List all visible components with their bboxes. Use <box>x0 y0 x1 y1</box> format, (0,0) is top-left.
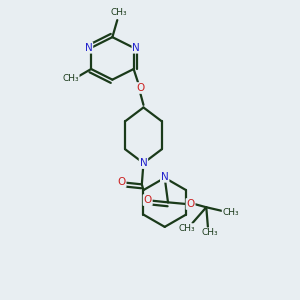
Text: N: N <box>85 43 92 53</box>
Text: O: O <box>136 83 145 93</box>
Text: N: N <box>161 172 169 182</box>
Text: CH₃: CH₃ <box>111 8 127 17</box>
Text: CH₃: CH₃ <box>201 228 218 237</box>
Text: O: O <box>117 177 126 187</box>
Text: CH₃: CH₃ <box>223 208 239 217</box>
Text: O: O <box>144 195 152 205</box>
Text: CH₃: CH₃ <box>62 74 79 83</box>
Text: CH₃: CH₃ <box>179 224 196 233</box>
Text: O: O <box>186 199 195 209</box>
Text: N: N <box>132 43 140 53</box>
Text: N: N <box>140 158 147 168</box>
